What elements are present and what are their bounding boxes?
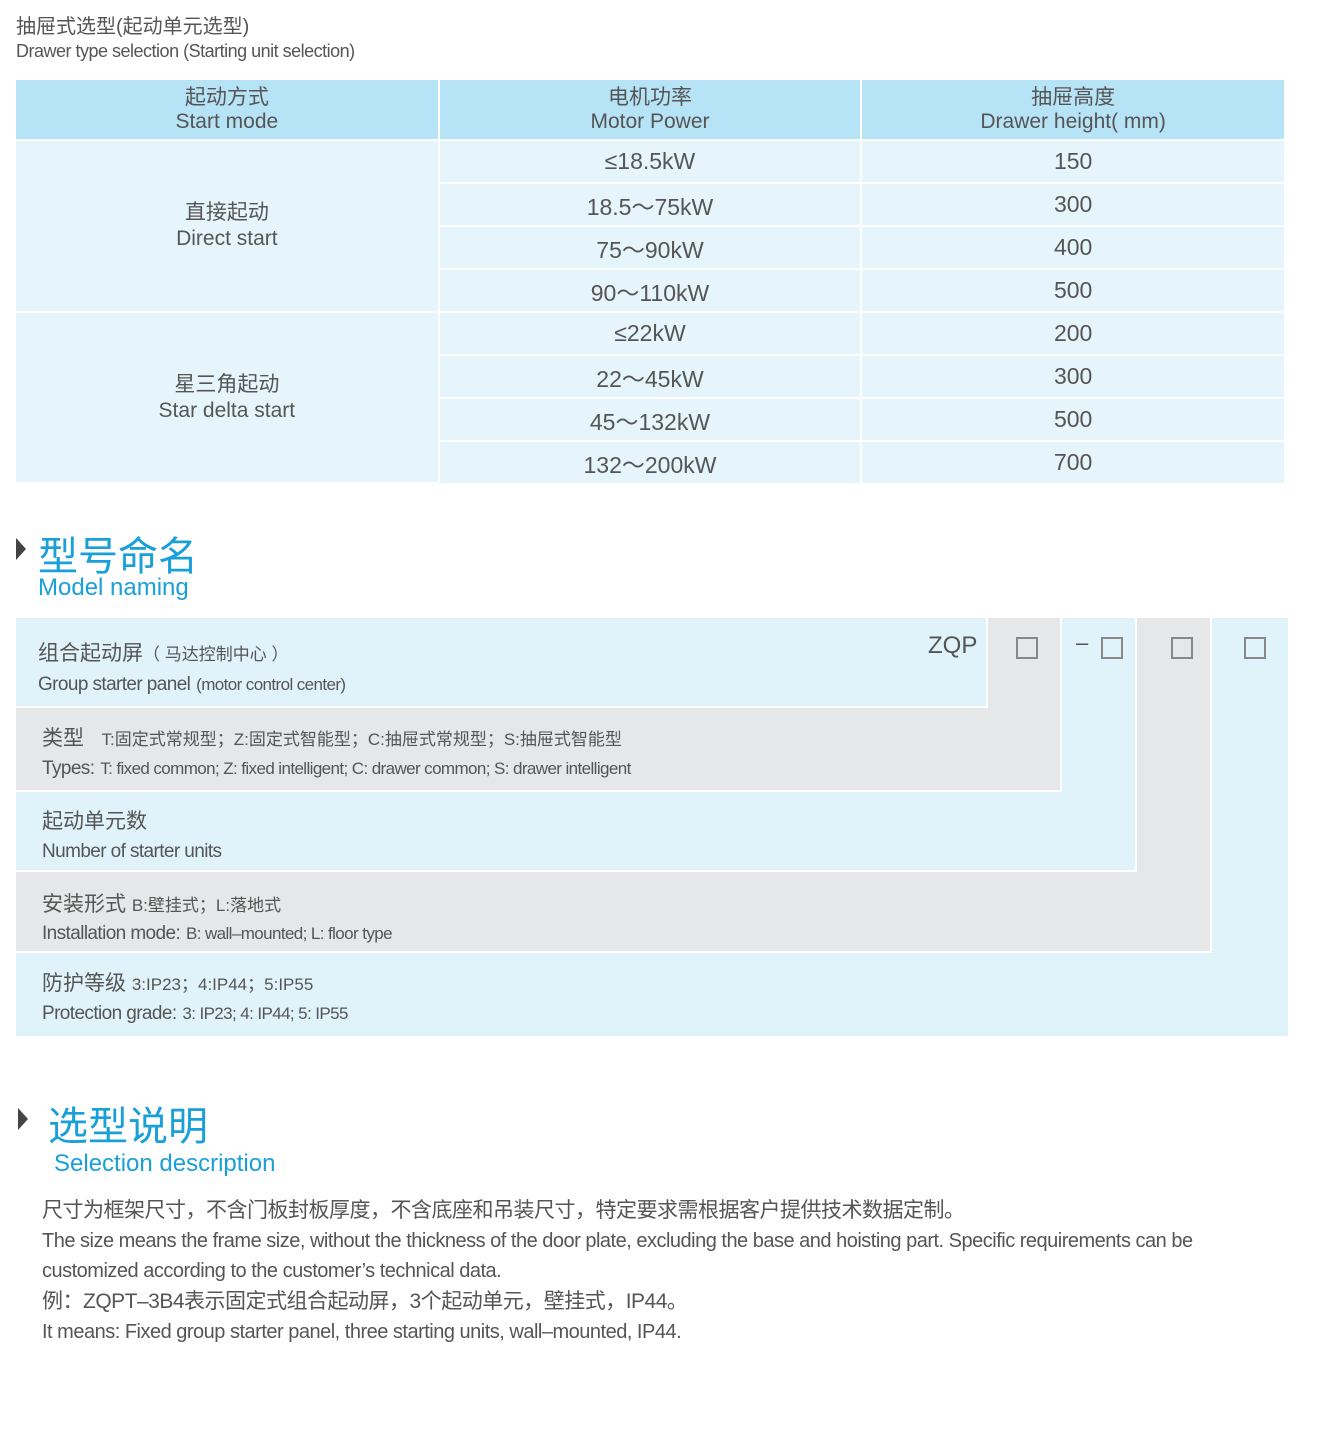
row-en-sub: (motor control center): [196, 675, 346, 694]
height-cell: 400: [861, 225, 1284, 270]
height-cell: 300: [861, 182, 1284, 227]
table-row: 75～90kW 400: [16, 225, 1284, 270]
col-label-en: Drawer height( mm): [980, 109, 1166, 133]
power-cell: 18.5～75kW: [438, 182, 863, 227]
row-en: Protection grade:: [42, 1003, 177, 1024]
desc-line-cn: 尺寸为框架尺寸，不含门板封板厚度，不含底座和吊装尺寸，特定要求需根据客户提供技术…: [42, 1199, 965, 1222]
height-cell: 500: [861, 268, 1284, 313]
row-en: Group starter panel: [38, 674, 191, 695]
model-naming-title: 型号命名: [38, 535, 198, 579]
height-cell: 300: [861, 354, 1284, 399]
page-title-cn: 抽屉式选型(起动单元选型): [16, 16, 250, 38]
row-cn: 类型: [42, 727, 84, 750]
col-label-en: Start mode: [175, 109, 279, 133]
power-cell: 45～132kW: [438, 397, 863, 442]
protection-code-box: [1244, 637, 1266, 659]
height-cell: 500: [861, 397, 1284, 442]
height-cell: 150: [861, 139, 1284, 184]
col-start-mode: 起动方式 Start mode: [16, 80, 440, 140]
col-label-cn: 抽屉高度: [1031, 85, 1116, 109]
type-code-box: [1016, 637, 1038, 659]
row-types: 类型 T:固定式常规型；Z:固定式智能型；C:抽屉式常规型；S:抽屉式智能型 Ty…: [42, 722, 631, 786]
model-prefix: ZQP: [928, 632, 978, 659]
power-cell: ≤22kW: [438, 311, 863, 356]
table-row: 直接起动 Direct start ≤18.5kW 150: [16, 139, 1284, 313]
row-cn: 防护等级: [42, 972, 126, 995]
row-cn: 组合起动屏: [38, 642, 143, 665]
row-installation: 安装形式 B:壁挂式；L:落地式 Installation mode: B: wa…: [42, 888, 393, 950]
units-code-box: [1101, 637, 1123, 659]
model-dash: –: [1076, 630, 1089, 655]
row-en-sub: T: fixed common; Z: fixed intelligent; C…: [100, 759, 631, 778]
height-cell: 200: [861, 311, 1284, 356]
row-cn-sub: T:固定式常规型；Z:固定式智能型；C:抽屉式常规型；S:抽屉式智能型: [101, 730, 622, 749]
row-en-sub: B: wall–mounted; L: floor type: [185, 924, 393, 943]
power-cell: 75～90kW: [438, 225, 863, 270]
col-label-cn: 电机功率: [607, 85, 692, 109]
row-cn: 起动单元数: [42, 810, 147, 833]
table-row: 90～110kW 500: [16, 268, 1284, 313]
col-motor-power: 电机功率 Motor Power: [438, 80, 863, 140]
installation-code-box: [1171, 637, 1193, 659]
model-naming-subtitle: Model naming: [38, 574, 189, 601]
power-cell: ≤18.5kW: [438, 139, 863, 184]
power-cell: 22～45kW: [438, 354, 863, 399]
mode-cn: 直接起动: [184, 201, 269, 224]
drawer-selection-table: 起动方式 Start mode 电机功率 Motor Power 抽屉高度 Drawe…: [16, 80, 1284, 484]
col-label-cn: 起动方式: [184, 85, 269, 109]
col-drawer-height: 抽屉高度 Drawer height( mm): [861, 80, 1284, 140]
row-group: 组合起动屏（ 马达控制中心 ） Group starter panel (moto…: [38, 637, 346, 703]
selection-title: 选型说明: [48, 1105, 208, 1149]
row-cn-sub: （ 马达控制中心 ）: [143, 645, 289, 664]
section-arrow-icon: [16, 538, 26, 560]
table-row: 18.5～75kW 300: [16, 182, 1284, 227]
table-row: 132～200kW 700: [16, 440, 1284, 483]
selection-subtitle: Selection description: [54, 1150, 276, 1177]
row-cn-sub: B:壁挂式；L:落地式: [131, 896, 282, 915]
start-mode-cell: 直接起动 Direct start: [16, 139, 440, 313]
table-row: 星三角起动 Star delta start ≤22kW 200: [16, 311, 1284, 484]
desc-example-cn: 例：ZQPT–3B4表示固定式组合起动屏，3个起动单元，壁挂式，IP44。: [42, 1290, 688, 1313]
row-en-sub: 3: IP23; 4: IP44; 5: IP55: [182, 1004, 348, 1023]
row-en: Number of starter units: [42, 841, 222, 862]
table-row: 22～45kW 300: [16, 354, 1284, 399]
table-header: 起动方式 Start mode 电机功率 Motor Power 抽屉高度 Drawe…: [16, 80, 1284, 140]
mode-cn: 星三角起动: [174, 372, 280, 396]
mode-en: Direct start: [176, 227, 278, 250]
start-mode-cell: 星三角起动 Star delta start: [16, 311, 440, 484]
mode-en: Star delta start: [158, 398, 296, 422]
row-cn-sub: 3:IP23；4:IP44；5:IP55: [131, 975, 314, 994]
row-en: Installation mode:: [42, 923, 181, 944]
col-label-en: Motor Power: [590, 109, 710, 133]
power-cell: 132～200kW: [438, 440, 863, 483]
row-en: Types:: [42, 758, 95, 779]
row-units: 起动单元数 Number of starter units: [42, 805, 222, 869]
page-title-en: Drawer type selection (Starting unit sel…: [16, 41, 355, 61]
power-cell: 90～110kW: [438, 268, 863, 313]
row-cn: 安装形式: [42, 893, 126, 916]
height-cell: 700: [861, 440, 1284, 483]
desc-line-en: The size means the frame size, without t…: [42, 1230, 1193, 1282]
table-row: 45～132kW 500: [16, 397, 1284, 442]
section-arrow-icon: [18, 1108, 28, 1130]
desc-example-en: It means: Fixed group starter panel, thr…: [42, 1321, 682, 1343]
row-protection: 防护等级 3:IP23；4:IP44；5:IP55 Protection grad…: [42, 967, 348, 1031]
panel-group: [16, 618, 988, 708]
